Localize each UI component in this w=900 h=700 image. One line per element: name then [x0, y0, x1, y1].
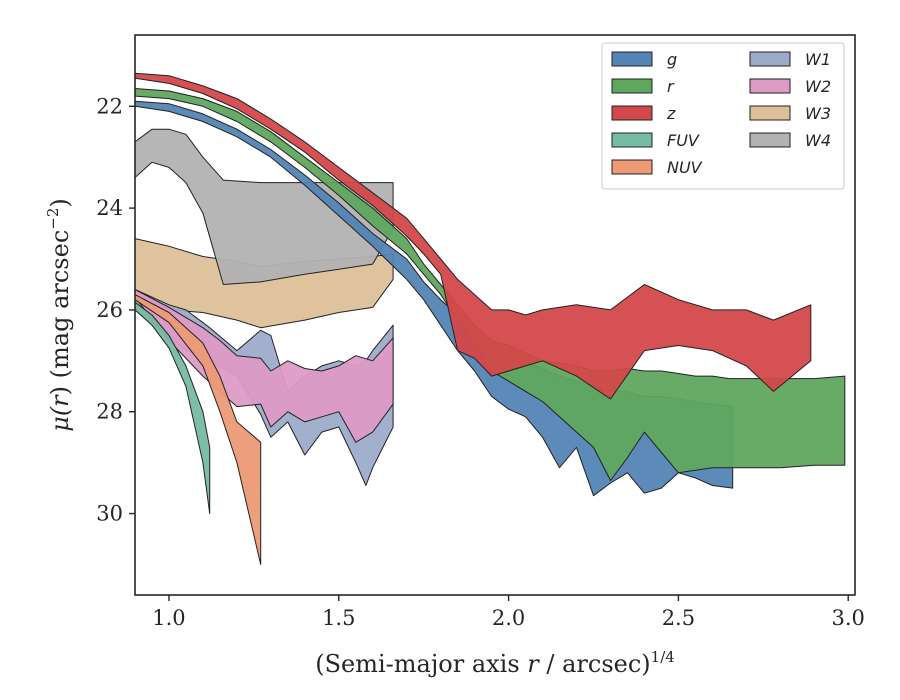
band-z — [135, 72, 812, 400]
legend-label-z: z — [666, 104, 676, 123]
legend-label-w2: W2 — [805, 77, 831, 96]
legend: grz FUV NUV W1 W2 W3 W4 — [601, 42, 845, 190]
band-fuv — [135, 301, 211, 514]
legend-swatch-g — [611, 51, 653, 67]
legend-swatch-nuv — [611, 159, 653, 175]
legend-label-r: r — [667, 77, 675, 96]
y-tick-label: 22 — [96, 94, 123, 118]
y-tick-label: 28 — [96, 400, 123, 424]
band-nuv — [135, 294, 262, 565]
x-tick-label: 3.0 — [832, 606, 865, 630]
x-axis-ticks: 1.0 1.5 2.0 2.5 3.0 — [152, 595, 865, 630]
x-axis-label: (Semi-major axis r / arcsec)1/4 — [315, 648, 675, 678]
legend-swatch-fuv — [611, 132, 653, 148]
legend-swatch-r — [611, 78, 653, 94]
legend-swatch-w4 — [749, 132, 791, 148]
y-tick-label: 30 — [96, 502, 123, 526]
legend-label-fuv: FUV — [667, 131, 700, 150]
legend-swatch-w2 — [749, 78, 791, 94]
y-axis-ticks: 22 24 26 28 30 — [96, 94, 135, 526]
band-w2 — [135, 289, 394, 443]
legend-label-w1: W1 — [805, 50, 831, 69]
legend-label-w4: W4 — [805, 131, 831, 150]
legend-swatch-w1 — [749, 51, 791, 67]
x-tick-label: 1.0 — [152, 606, 185, 630]
y-tick-label: 26 — [96, 298, 123, 322]
y-axis-label: μ(r) (mag arcsec−2) — [44, 198, 74, 432]
plot-frame — [134, 34, 856, 596]
x-tick-label: 2.0 — [492, 606, 525, 630]
bands-layer — [135, 72, 846, 565]
legend-swatch-z — [611, 105, 653, 121]
legend-label-w3: W3 — [805, 104, 831, 123]
x-tick-label: 1.5 — [322, 606, 355, 630]
legend-label-nuv: NUV — [667, 158, 703, 177]
x-tick-label: 2.5 — [662, 606, 695, 630]
legend-label-g: g — [667, 50, 677, 69]
y-tick-label: 24 — [96, 196, 123, 220]
legend-swatch-w3 — [749, 105, 791, 121]
